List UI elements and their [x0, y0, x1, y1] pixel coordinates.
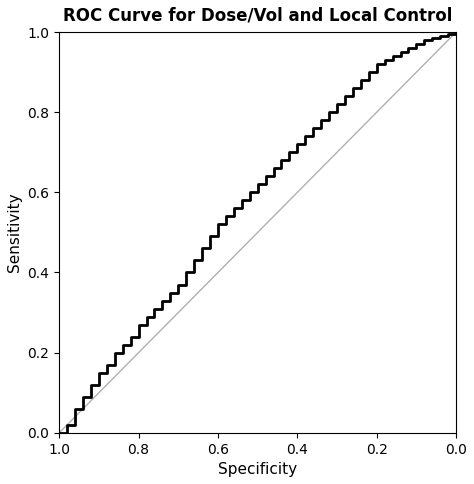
Title: ROC Curve for Dose/Vol and Local Control: ROC Curve for Dose/Vol and Local Control	[63, 7, 452, 25]
X-axis label: Specificity: Specificity	[218, 462, 297, 477]
Y-axis label: Sensitivity: Sensitivity	[7, 193, 22, 272]
